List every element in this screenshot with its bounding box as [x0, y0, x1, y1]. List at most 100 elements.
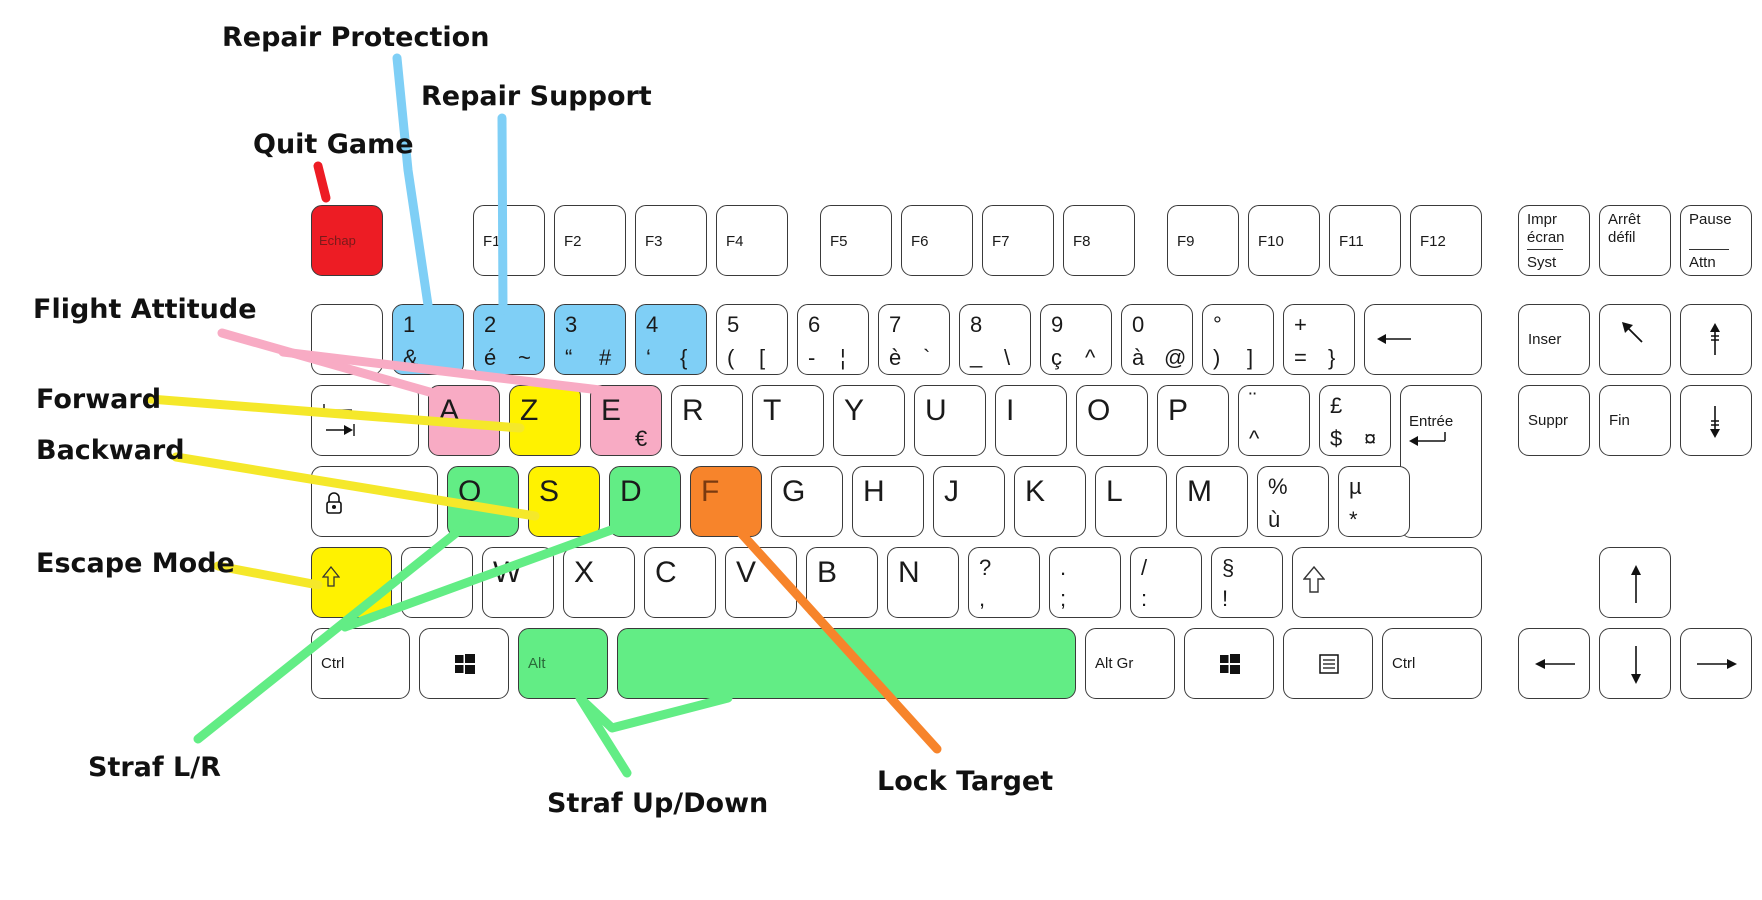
key-i[interactable]: I [995, 385, 1067, 456]
key-8[interactable]: 8 _ \ [959, 304, 1031, 375]
key-left-shift[interactable] [311, 547, 392, 618]
key-arrow-left[interactable] [1518, 628, 1590, 699]
key-ctrl-left[interactable]: Ctrl [311, 628, 410, 699]
key-z[interactable]: Z [509, 385, 581, 456]
key-impr-ecran[interactable]: Impr écran Syst [1518, 205, 1590, 276]
key-f2[interactable]: F2 [554, 205, 626, 276]
key-d[interactable]: D [609, 466, 681, 537]
key-t[interactable]: T [752, 385, 824, 456]
key-f8[interactable]: F8 [1063, 205, 1135, 276]
key-q[interactable]: Q [447, 466, 519, 537]
key-f[interactable]: F [690, 466, 762, 537]
key-p[interactable]: P [1157, 385, 1229, 456]
key-impr-line1: Impr [1527, 211, 1557, 228]
key-e[interactable]: E € [590, 385, 662, 456]
key-f4[interactable]: F4 [716, 205, 788, 276]
key-section[interactable]: § ! [1211, 547, 1283, 618]
key-2[interactable]: 2 é ~ [473, 304, 545, 375]
key-7[interactable]: 7 è ` [878, 304, 950, 375]
key-4[interactable]: 4 ‘ { [635, 304, 707, 375]
key-square[interactable] [311, 304, 383, 375]
key-a[interactable]: A [428, 385, 500, 456]
key-s[interactable]: S [528, 466, 600, 537]
key-f12[interactable]: F12 [1410, 205, 1482, 276]
key-j[interactable]: J [933, 466, 1005, 537]
key-3[interactable]: 3 “ # [554, 304, 626, 375]
key-f1[interactable]: F1 [473, 205, 545, 276]
key-o[interactable]: O [1076, 385, 1148, 456]
key-pause-attn[interactable]: Pause Attn [1680, 205, 1752, 276]
key-2-top: 2 [484, 312, 497, 337]
key-u[interactable]: U [914, 385, 986, 456]
key-f9[interactable]: F9 [1167, 205, 1239, 276]
key-1[interactable]: 1 & [392, 304, 464, 375]
key-6[interactable]: 6 - ¦ [797, 304, 869, 375]
key-arret-defil[interactable]: Arrêt défil [1599, 205, 1671, 276]
key-f3[interactable]: F3 [635, 205, 707, 276]
key-space[interactable] [617, 628, 1076, 699]
key-inser[interactable]: Inser [1518, 304, 1590, 375]
key-caps-lock[interactable] [311, 466, 438, 537]
key-page-up[interactable] [1680, 304, 1752, 375]
key-slash[interactable]: / : [1130, 547, 1202, 618]
key-5[interactable]: 5 ( [ [716, 304, 788, 375]
key-trema[interactable]: ¨ ^ [1238, 385, 1310, 456]
key-g[interactable]: G [771, 466, 843, 537]
key-dot[interactable]: . ; [1049, 547, 1121, 618]
key-k[interactable]: K [1014, 466, 1086, 537]
key-windows-right[interactable] [1184, 628, 1274, 699]
key-ctrl-right[interactable]: Ctrl [1382, 628, 1482, 699]
key-tab[interactable] [311, 385, 419, 456]
key-f11[interactable]: F11 [1329, 205, 1401, 276]
key-trema-bottom: ^ [1249, 426, 1260, 451]
key-9[interactable]: 9 ç ^ [1040, 304, 1112, 375]
key-arrow-up[interactable] [1599, 547, 1671, 618]
key-f5[interactable]: F5 [820, 205, 892, 276]
key-f7[interactable]: F7 [982, 205, 1054, 276]
key-plus-bottom: = [1294, 345, 1307, 370]
key-k-label: K [1025, 475, 1046, 508]
key-u-label: U [925, 394, 947, 427]
key-less-than[interactable] [401, 547, 473, 618]
key-backspace[interactable] [1364, 304, 1482, 375]
key-suppr[interactable]: Suppr [1518, 385, 1590, 456]
key-l[interactable]: L [1095, 466, 1167, 537]
key-n[interactable]: N [887, 547, 959, 618]
key-alt[interactable]: Alt [518, 628, 608, 699]
key-echap[interactable]: Echap [311, 205, 383, 276]
key-c[interactable]: C [644, 547, 716, 618]
key-mu[interactable]: µ * [1338, 466, 1410, 537]
key-v[interactable]: V [725, 547, 797, 618]
key-plus[interactable]: + = } [1283, 304, 1355, 375]
key-arrow-down[interactable] [1599, 628, 1671, 699]
key-m[interactable]: M [1176, 466, 1248, 537]
key-b[interactable]: B [806, 547, 878, 618]
key-pound[interactable]: £ $ ¤ [1319, 385, 1391, 456]
key-alt-gr[interactable]: Alt Gr [1085, 628, 1175, 699]
key-w[interactable]: W [482, 547, 554, 618]
key-6-bottom: - [808, 345, 816, 370]
key-page-down[interactable] [1680, 385, 1752, 456]
key-3-top: 3 [565, 312, 578, 337]
key-d-label: D [620, 475, 642, 508]
key-h[interactable]: H [852, 466, 924, 537]
key-entree-label: Entrée [1409, 413, 1454, 430]
key-windows-left[interactable] [419, 628, 509, 699]
key-arrow-right[interactable] [1680, 628, 1752, 699]
key-f10[interactable]: F10 [1248, 205, 1320, 276]
key-x[interactable]: X [563, 547, 635, 618]
key-f6[interactable]: F6 [901, 205, 973, 276]
key-0[interactable]: 0 à @ [1121, 304, 1193, 375]
key-r[interactable]: R [671, 385, 743, 456]
key-percent[interactable]: % ù [1257, 466, 1329, 537]
key-question[interactable]: ? , [968, 547, 1040, 618]
key-fin[interactable]: Fin [1599, 385, 1671, 456]
key-degree-bottom: ) [1213, 345, 1221, 370]
key-home[interactable] [1599, 304, 1671, 375]
key-y[interactable]: Y [833, 385, 905, 456]
key-entree[interactable]: Entrée [1400, 385, 1482, 538]
key-9-top: 9 [1051, 312, 1064, 337]
key-right-shift[interactable] [1292, 547, 1482, 618]
key-degree[interactable]: ° ) ] [1202, 304, 1274, 375]
key-menu[interactable] [1283, 628, 1373, 699]
